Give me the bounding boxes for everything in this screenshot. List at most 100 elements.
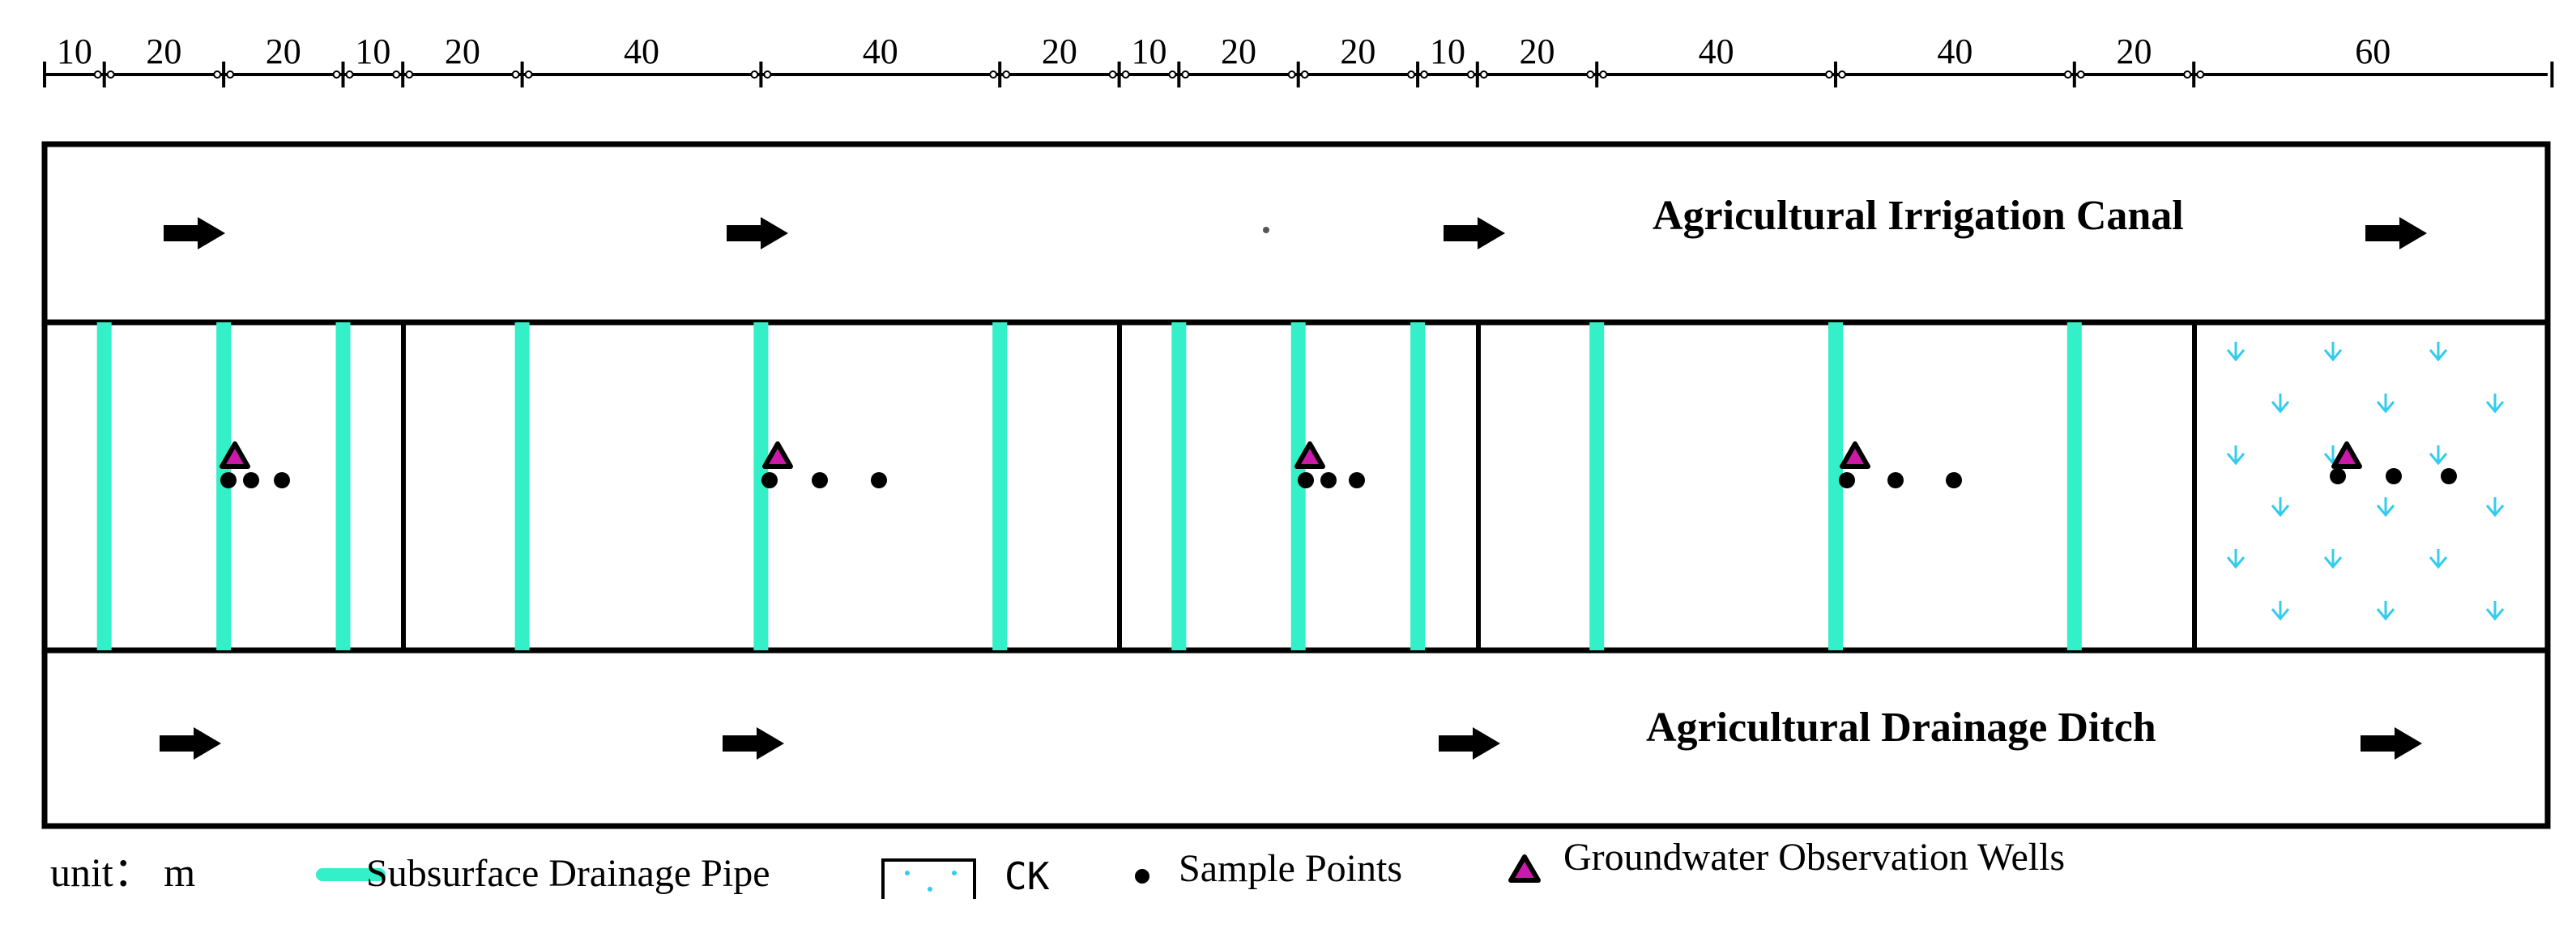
drainage-pipe (753, 322, 769, 650)
scale-label: 10 (1131, 32, 1166, 71)
scale-label: 20 (1221, 32, 1256, 71)
scale-tick-mark (763, 70, 772, 79)
scale-tick-mark (1300, 70, 1309, 79)
canal-flow-arrows (164, 217, 2427, 249)
sample-point (2386, 468, 2402, 484)
scale-label: 20 (445, 32, 480, 71)
legend-sample-label: Sample Points (1179, 847, 1402, 890)
sample-point (871, 472, 887, 488)
ck-symbol (2271, 497, 2290, 517)
scale-tick-mark (1586, 70, 1595, 79)
scale-tick-mark (524, 70, 533, 79)
drainage-pipe (96, 322, 112, 650)
ck-symbol (2429, 445, 2448, 466)
outer-border (41, 141, 2551, 829)
scale-label: 20 (1520, 32, 1555, 71)
sample-point (812, 472, 828, 488)
ck-symbol (2485, 497, 2505, 517)
drainage-pipe (514, 322, 530, 650)
sample-point (2330, 468, 2346, 484)
scale-tick-mark (1181, 70, 1190, 79)
scale-tick-mark (1479, 70, 1488, 79)
sample-point (1298, 472, 1314, 488)
irrigation-canal: Agricultural Irrigation Canal (164, 193, 2427, 249)
sample-point (220, 472, 237, 488)
scale-tick-mark (1002, 70, 1011, 79)
scale-tick-mark (392, 70, 401, 79)
sample-point (1887, 472, 1904, 488)
scale-label: 20 (1340, 32, 1375, 71)
drainage-pipe (992, 322, 1008, 650)
sample-point (1320, 472, 1337, 488)
sample-point (761, 472, 778, 488)
sample-points (220, 468, 2457, 488)
drainage-pipe (335, 322, 351, 650)
drainage-pipe (1410, 322, 1426, 650)
scale-tick-mark (93, 70, 102, 79)
ck-symbol (2485, 601, 2505, 621)
scale-tick-mark (1838, 70, 1846, 79)
scale-tick-mark (1121, 70, 1130, 79)
legend: unit： m Subsurface Drainage Pipe CK Samp… (50, 836, 2065, 899)
flow-arrow (1444, 217, 1505, 249)
scale-tick-mark (332, 70, 341, 79)
drainage-pipe (1589, 322, 1605, 650)
ck-symbol (2376, 394, 2395, 414)
scale-ticks (43, 62, 2554, 87)
ck-symbol (2485, 394, 2505, 414)
ditch-label: Agricultural Drainage Ditch (1646, 705, 2156, 751)
drainage-pipe (1828, 322, 1843, 650)
scale-label: 10 (1430, 32, 1465, 71)
legend-pipe-label: Subsurface Drainage Pipe (366, 852, 770, 895)
ditch-flow-arrows (160, 727, 2422, 760)
observation-well (762, 441, 793, 469)
observation-well (1840, 441, 1870, 469)
drainage-ditch: Agricultural Drainage Ditch (160, 705, 2422, 760)
scale-tick-mark (226, 70, 235, 79)
observation-wells (220, 441, 2362, 469)
scale-tick-mark (1407, 70, 1416, 79)
canal-dot (1263, 227, 1269, 233)
scale-tick-mark (989, 70, 998, 79)
scale-tick-mark (1108, 70, 1117, 79)
sample-point (243, 472, 259, 488)
scale-label: 20 (146, 32, 181, 71)
ck-symbol (2271, 601, 2290, 621)
ck-symbol (2226, 549, 2245, 569)
scale-tick-mark (1825, 70, 1833, 79)
scale-tick-mark (1420, 70, 1429, 79)
scale-label: 20 (266, 32, 301, 71)
sample-point (274, 472, 290, 488)
flow-arrow (164, 217, 225, 249)
scale-tick-mark (1287, 70, 1296, 79)
flow-arrow (723, 727, 784, 760)
flow-arrow (727, 217, 788, 249)
scale-tick-mark (345, 70, 354, 79)
scale-label: 60 (2355, 32, 2390, 71)
scale-tick-mark (405, 70, 414, 79)
drainage-pipe (2066, 322, 2082, 650)
ck-plot-symbols (2226, 342, 2505, 621)
sample-point (1946, 472, 1962, 488)
scale-tick-mark (2183, 70, 2192, 79)
flow-arrow (2361, 727, 2422, 760)
ck-symbol (2226, 342, 2245, 362)
observation-well (1294, 441, 1325, 469)
ck-symbol (2429, 342, 2448, 362)
scale-label: 10 (57, 32, 92, 71)
ck-symbol (2323, 549, 2343, 569)
scale-tick-mark (1599, 70, 1608, 79)
scale-tick-mark (2076, 70, 2085, 79)
scale-tick-mark (213, 70, 222, 79)
sample-point (1839, 472, 1855, 488)
legend-sample-dot (1135, 869, 1149, 884)
ck-symbol (2376, 497, 2395, 517)
scale-label: 40 (863, 32, 898, 71)
scale-tick-mark (1168, 70, 1177, 79)
flow-arrow (160, 727, 221, 760)
scale-label: 40 (624, 32, 659, 71)
legend-well-label: Groundwater Observation Wells (1563, 836, 2065, 879)
scale-label: 20 (2117, 32, 2152, 71)
legend-well-symbol (1508, 854, 1541, 883)
